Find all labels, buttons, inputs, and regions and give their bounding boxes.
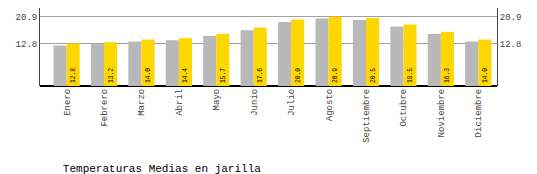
- svg-text:17.6: 17.6: [257, 68, 264, 83]
- svg-text:Agosto: Agosto: [325, 89, 335, 121]
- svg-text:12.8: 12.8: [500, 40, 522, 50]
- svg-text:13.2: 13.2: [108, 68, 115, 83]
- svg-text:14.0: 14.0: [145, 68, 152, 83]
- svg-text:Octubre: Octubre: [399, 89, 409, 127]
- svg-text:Septiembre: Septiembre: [362, 89, 372, 143]
- svg-text:14.0: 14.0: [482, 68, 489, 83]
- svg-text:Febrero: Febrero: [100, 89, 110, 127]
- svg-text:15.7: 15.7: [220, 68, 227, 83]
- svg-text:20.0: 20.0: [295, 68, 302, 83]
- svg-text:18.5: 18.5: [407, 68, 414, 83]
- svg-text:20.5: 20.5: [370, 68, 377, 83]
- svg-text:12.8: 12.8: [70, 68, 77, 83]
- svg-text:12.8: 12.8: [16, 40, 38, 50]
- svg-text:Marzo: Marzo: [137, 89, 147, 116]
- svg-text:14.4: 14.4: [182, 68, 189, 83]
- svg-text:20.9: 20.9: [500, 13, 522, 23]
- svg-text:20.9: 20.9: [332, 68, 339, 83]
- svg-text:Mayo: Mayo: [212, 89, 222, 111]
- svg-text:Julio: Julio: [287, 89, 297, 116]
- svg-text:Enero: Enero: [63, 89, 73, 116]
- svg-text:20.9: 20.9: [16, 13, 38, 23]
- svg-text:Junio: Junio: [250, 89, 260, 116]
- svg-text:Noviembre: Noviembre: [437, 89, 447, 138]
- svg-text:Temperaturas Medias en jarilla: Temperaturas Medias en jarilla: [63, 163, 261, 174]
- svg-text:Abril: Abril: [175, 89, 185, 116]
- svg-text:16.3: 16.3: [444, 68, 451, 83]
- svg-text:Diciembre: Diciembre: [474, 89, 484, 138]
